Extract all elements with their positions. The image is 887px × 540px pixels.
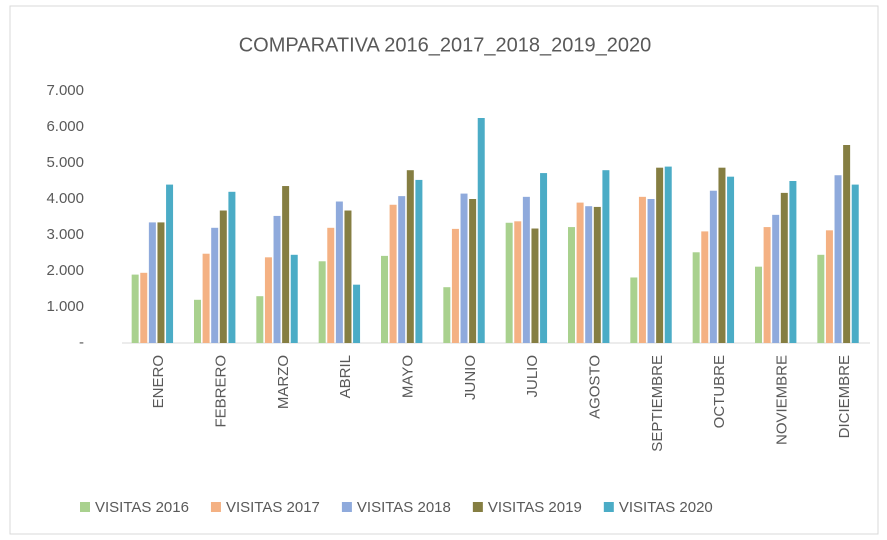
bar <box>718 167 726 343</box>
bar <box>256 296 264 343</box>
bar <box>602 170 610 343</box>
bar <box>780 192 788 343</box>
bar <box>228 191 236 343</box>
bar <box>148 222 156 343</box>
bar <box>211 227 219 343</box>
bar <box>415 179 423 343</box>
bar <box>194 299 201 343</box>
bar <box>166 184 174 343</box>
bar <box>755 266 762 343</box>
x-tick-label: MAYO <box>399 355 416 398</box>
y-tick-label: 4.000 <box>46 190 84 207</box>
bar <box>843 145 851 343</box>
x-tick-label: OCTUBRE <box>711 355 728 428</box>
x-tick-label: ENERO <box>150 355 167 408</box>
bar <box>264 257 272 343</box>
bar <box>477 118 485 343</box>
bar <box>460 193 468 343</box>
bar <box>851 184 859 343</box>
bar <box>630 277 638 343</box>
legend-swatch <box>341 502 352 512</box>
bar <box>531 228 539 343</box>
bar <box>825 230 833 343</box>
legend-label: VISITAS 2016 <box>95 499 189 516</box>
bar <box>727 176 735 343</box>
x-tick-label: NOVIEMBRE <box>773 355 790 445</box>
bar <box>522 196 530 343</box>
bar <box>540 173 548 343</box>
x-tick-label: SEPTIEMBRE <box>649 355 666 452</box>
bar <box>353 284 361 343</box>
legend-swatch <box>80 502 90 512</box>
legend-label: VISITAS 2020 <box>619 499 713 516</box>
x-tick-label: ABRIL <box>337 355 354 398</box>
chart-frame <box>9 5 879 535</box>
bar <box>327 227 335 343</box>
bar <box>656 167 664 343</box>
x-tick-label: JUNIO <box>462 355 479 400</box>
bar <box>140 272 148 343</box>
bar <box>406 170 414 343</box>
bar <box>290 254 298 343</box>
x-tick-label: DICIEMBRE <box>836 355 853 438</box>
legend-swatch <box>210 502 221 512</box>
bar <box>701 231 709 343</box>
legend-label: VISITAS 2019 <box>488 499 582 516</box>
chart-title: COMPARATIVA 2016_2017_2018_2019_2020 <box>239 34 652 56</box>
x-tick-label: FEBRERO <box>212 355 229 428</box>
bar <box>817 254 825 343</box>
bar <box>381 255 388 343</box>
y-tick-label: 2.000 <box>46 262 84 279</box>
bar <box>219 210 227 343</box>
y-tick-label: 3.000 <box>46 226 84 243</box>
y-tick-label: 7.000 <box>46 82 84 99</box>
bar <box>344 210 352 343</box>
bar <box>282 186 290 343</box>
bar <box>273 215 281 343</box>
x-tick-label: AGOSTO <box>586 355 603 419</box>
y-tick-label: 6.000 <box>46 118 84 135</box>
bar <box>834 175 842 343</box>
x-tick-label: MARZO <box>275 355 292 409</box>
legend-swatch <box>472 502 483 512</box>
x-tick-label: JULIO <box>524 355 541 398</box>
bar <box>443 287 451 343</box>
y-tick-label: 1.000 <box>46 298 84 315</box>
bar <box>451 228 459 343</box>
bar <box>568 227 575 343</box>
bar <box>202 253 210 343</box>
bar <box>692 252 700 343</box>
bar <box>647 199 655 343</box>
y-tick-label: - <box>79 334 84 351</box>
bar <box>335 201 343 343</box>
bar <box>389 204 397 343</box>
bar <box>131 274 139 343</box>
y-tick-label: 5.000 <box>46 154 84 171</box>
legend-label: VISITAS 2017 <box>226 499 320 516</box>
bar <box>593 206 601 343</box>
bar <box>469 199 477 343</box>
bar <box>157 222 165 343</box>
bar <box>709 190 717 343</box>
bar <box>398 196 406 343</box>
bar <box>772 214 780 343</box>
bar <box>505 222 513 343</box>
legend-label: VISITAS 2018 <box>357 499 451 516</box>
bar <box>789 181 797 343</box>
legend-swatch <box>603 502 614 512</box>
bar <box>763 227 771 343</box>
bar <box>514 221 522 343</box>
bar <box>576 202 584 343</box>
bar <box>318 261 326 343</box>
bar <box>664 166 672 343</box>
bar <box>585 206 593 343</box>
bar <box>638 196 646 343</box>
